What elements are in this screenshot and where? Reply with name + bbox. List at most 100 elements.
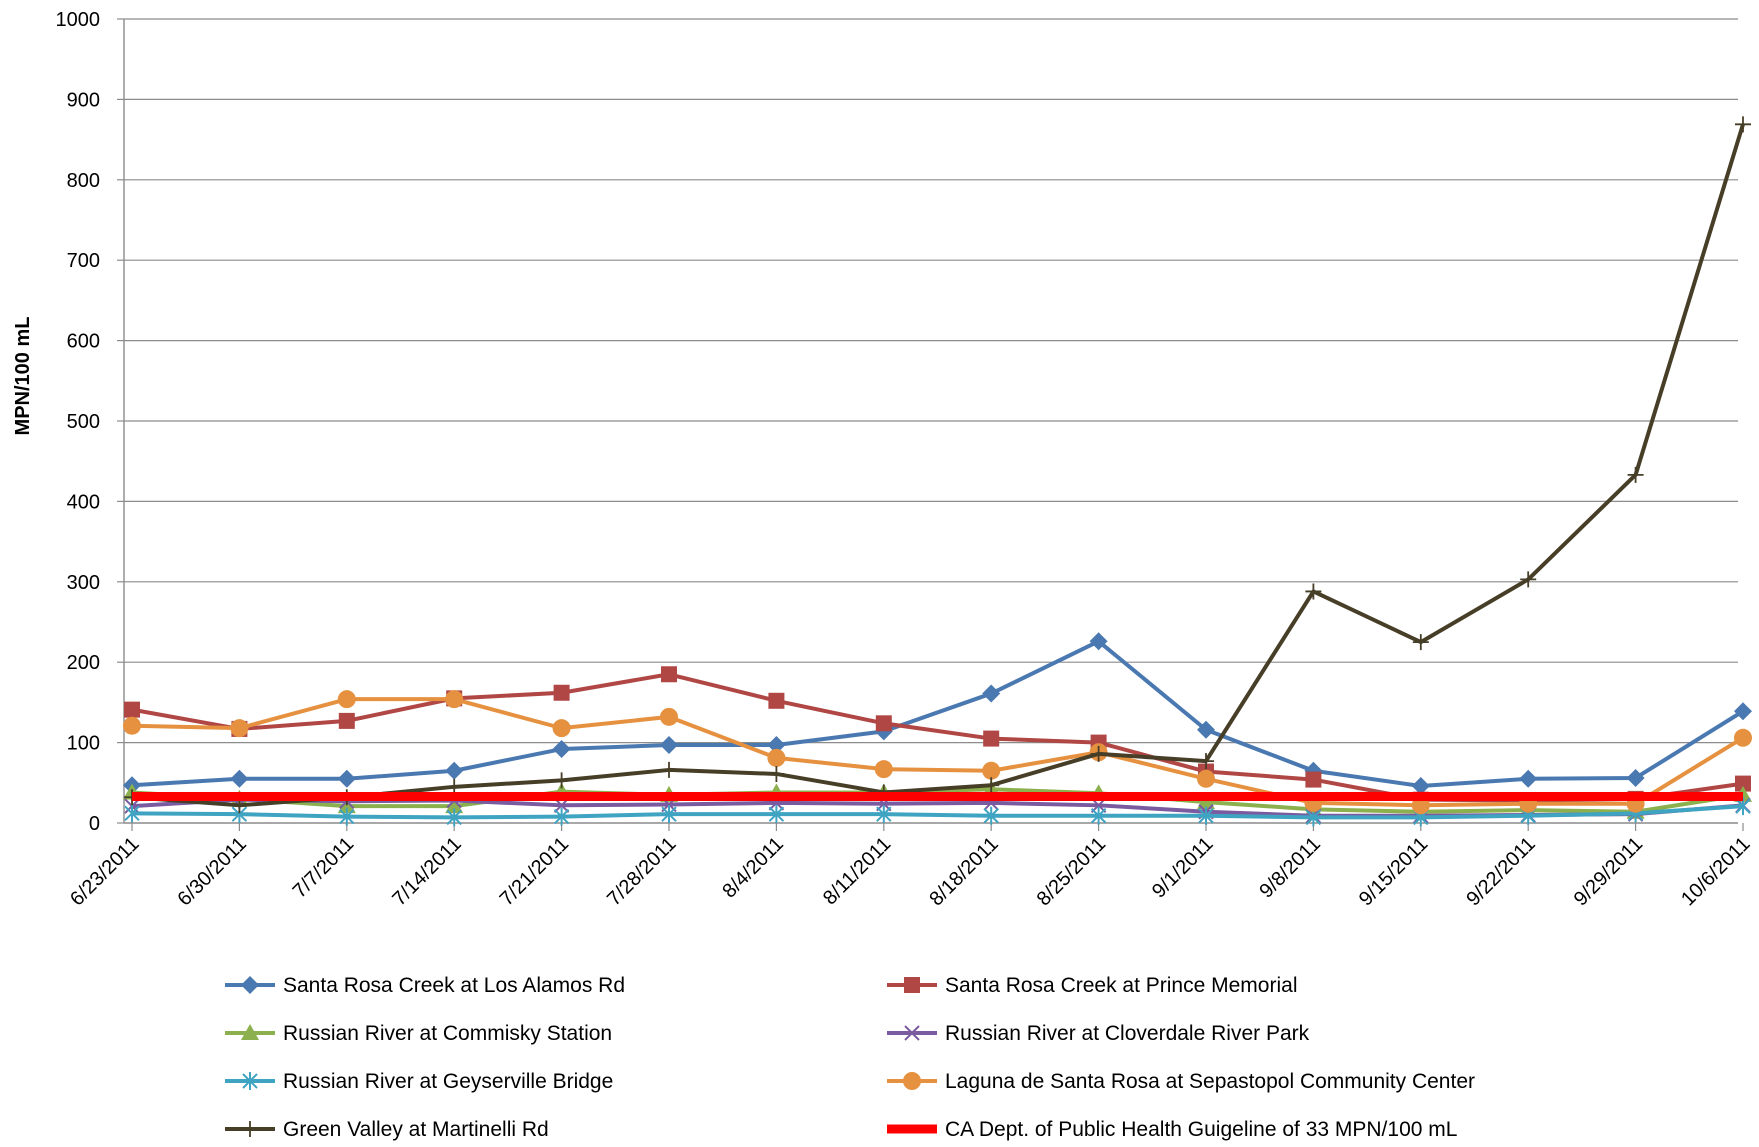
data-point bbox=[124, 701, 140, 718]
legend-item: Green Valley at Martinelli Rd bbox=[225, 1118, 549, 1141]
grid-lines bbox=[124, 18, 1738, 744]
x-tick-label: 6/30/2011 bbox=[174, 833, 251, 910]
data-point bbox=[1734, 702, 1752, 721]
series-line bbox=[131, 787, 1744, 814]
legend-marker bbox=[904, 977, 920, 993]
x-tick-label: 9/8/2011 bbox=[1255, 833, 1325, 903]
data-point bbox=[1735, 775, 1751, 792]
data-point bbox=[339, 807, 355, 826]
data-point bbox=[337, 769, 356, 788]
y-tick-label: 0 bbox=[89, 813, 100, 835]
y-tick-label: 100 bbox=[67, 733, 100, 755]
legend-item: Laguna de Santa Rosa at Sepastopol Commu… bbox=[887, 1070, 1475, 1093]
data-point bbox=[1197, 793, 1215, 810]
legend-item: Santa Rosa Creek at Los Alamos Rd bbox=[225, 974, 625, 997]
legend-item: Russian River at Geyserville Bridge bbox=[225, 1070, 613, 1093]
data-point bbox=[1089, 632, 1108, 651]
data-point bbox=[1627, 466, 1644, 483]
legend-label: Santa Rosa Creek at Los Alamos Rd bbox=[283, 974, 625, 997]
data-point bbox=[1734, 728, 1752, 747]
data-point bbox=[445, 797, 464, 814]
data-point bbox=[1090, 806, 1107, 825]
data-point bbox=[1412, 634, 1429, 651]
x-tick-label: 9/29/2011 bbox=[1570, 833, 1647, 910]
data-point bbox=[660, 736, 678, 755]
data-point bbox=[1090, 745, 1107, 762]
legend-label: Russian River at Cloverdale River Park bbox=[945, 1022, 1310, 1045]
data-point bbox=[124, 804, 140, 823]
data-point bbox=[661, 805, 677, 824]
y-tick-label: 200 bbox=[67, 652, 100, 674]
x-tick-label: 10/6/2011 bbox=[1677, 833, 1754, 910]
data-point bbox=[552, 740, 571, 759]
data-point bbox=[338, 712, 355, 729]
x-tick-label: 9/1/2011 bbox=[1148, 833, 1218, 903]
data-point bbox=[1197, 769, 1215, 788]
y-tick-label: 800 bbox=[67, 170, 100, 192]
legend-label: Russian River at Geyserville Bridge bbox=[283, 1070, 613, 1093]
data-point bbox=[1519, 769, 1538, 788]
data-point bbox=[552, 719, 571, 738]
data-point bbox=[553, 772, 570, 789]
legend-item: CA Dept. of Public Health Guigeline of 3… bbox=[887, 1118, 1457, 1141]
data-point bbox=[768, 805, 785, 824]
series-line bbox=[131, 804, 1744, 820]
series-4 bbox=[124, 797, 1751, 827]
x-tick-label: 8/25/2011 bbox=[1033, 833, 1110, 910]
x-tick-label: 6/23/2011 bbox=[66, 833, 143, 910]
data-point bbox=[661, 761, 677, 778]
data-point bbox=[1198, 753, 1214, 770]
data-point bbox=[1735, 116, 1751, 133]
data-point bbox=[1520, 571, 1537, 588]
data-point bbox=[1197, 720, 1215, 739]
legend-marker bbox=[241, 1024, 259, 1040]
data-point bbox=[983, 777, 1000, 794]
x-tick-label: 7/21/2011 bbox=[496, 833, 573, 910]
legend-marker bbox=[903, 1072, 921, 1090]
data-point bbox=[983, 806, 999, 825]
y-tick-label: 500 bbox=[67, 411, 100, 433]
series-line bbox=[131, 639, 1745, 789]
data-point bbox=[768, 765, 785, 782]
data-point bbox=[445, 761, 464, 780]
data-point bbox=[767, 736, 786, 755]
y-tick-label: 1000 bbox=[56, 9, 101, 31]
series-line bbox=[131, 123, 1745, 808]
x-tick-label: 8/18/2011 bbox=[925, 833, 1002, 910]
series-line bbox=[131, 697, 1745, 808]
x-tick-label: 9/15/2011 bbox=[1355, 833, 1432, 910]
data-point bbox=[337, 690, 356, 709]
legend-marker bbox=[904, 1025, 920, 1041]
series-6 bbox=[124, 116, 1751, 814]
x-tick-label: 7/28/2011 bbox=[603, 833, 680, 910]
y-axis-label: MPN/100 mL bbox=[12, 317, 34, 436]
data-point bbox=[230, 719, 249, 738]
data-point bbox=[1626, 768, 1645, 787]
data-point bbox=[768, 692, 785, 709]
x-tick-labels: 6/23/2011 6/30/2011 7/7/2011 7/14/2011 7/21/… bbox=[66, 823, 1755, 910]
data-point bbox=[1411, 777, 1430, 796]
legend-marker bbox=[242, 1121, 258, 1137]
legend: Santa Rosa Creek at Los Alamos Rd Santa R… bbox=[225, 974, 1475, 1141]
data-point bbox=[983, 730, 1000, 747]
data-point bbox=[445, 690, 464, 709]
data-point bbox=[123, 716, 141, 735]
data-point bbox=[875, 715, 892, 732]
data-point bbox=[876, 805, 892, 824]
legend-item: Russian River at Commisky Station bbox=[225, 1022, 612, 1045]
data-point bbox=[982, 761, 1001, 780]
legend-label: Laguna de Santa Rosa at Sepastopol Commu… bbox=[945, 1070, 1475, 1093]
x-tick-label: 7/7/2011 bbox=[289, 833, 359, 903]
data-point bbox=[767, 748, 786, 767]
y-tick-label: 900 bbox=[67, 89, 100, 111]
legend-marker bbox=[242, 1072, 258, 1090]
x-tick-label: 7/14/2011 bbox=[388, 833, 465, 910]
data-point bbox=[553, 807, 570, 826]
x-tick-label: 8/11/2011 bbox=[819, 833, 895, 909]
data-point bbox=[982, 684, 1001, 703]
legend-item: Santa Rosa Creek at Prince Memorial bbox=[887, 974, 1297, 997]
legend-label: Santa Rosa Creek at Prince Memorial bbox=[945, 974, 1297, 997]
y-tick-label: 400 bbox=[67, 491, 100, 513]
legend-item: Russian River at Cloverdale River Park bbox=[887, 1022, 1310, 1045]
